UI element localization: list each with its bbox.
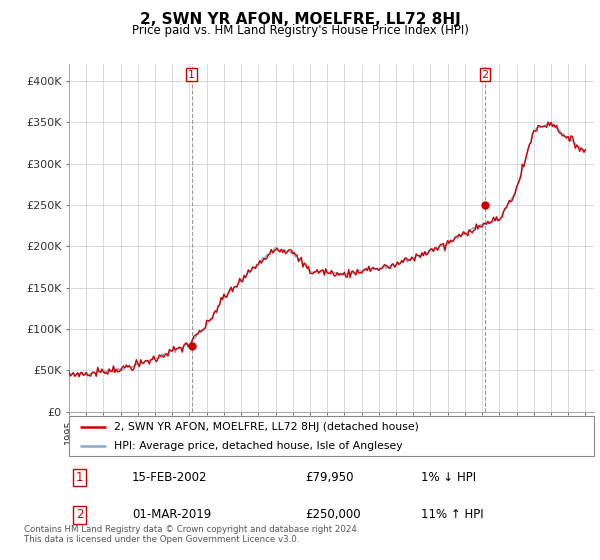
- Text: £250,000: £250,000: [305, 508, 361, 521]
- Text: 01-MAR-2019: 01-MAR-2019: [132, 508, 211, 521]
- Text: 2, SWN YR AFON, MOELFRE, LL72 8HJ: 2, SWN YR AFON, MOELFRE, LL72 8HJ: [140, 12, 460, 27]
- Text: 1: 1: [188, 69, 195, 80]
- Text: HPI: Average price, detached house, Isle of Anglesey: HPI: Average price, detached house, Isle…: [113, 441, 402, 451]
- Text: 11% ↑ HPI: 11% ↑ HPI: [421, 508, 484, 521]
- Text: Contains HM Land Registry data © Crown copyright and database right 2024.
This d: Contains HM Land Registry data © Crown c…: [24, 525, 359, 544]
- Text: 2: 2: [76, 508, 83, 521]
- Text: Price paid vs. HM Land Registry's House Price Index (HPI): Price paid vs. HM Land Registry's House …: [131, 24, 469, 37]
- FancyBboxPatch shape: [69, 416, 594, 456]
- Text: 1% ↓ HPI: 1% ↓ HPI: [421, 471, 476, 484]
- Text: 2: 2: [481, 69, 488, 80]
- Text: 15-FEB-2002: 15-FEB-2002: [132, 471, 208, 484]
- Text: £79,950: £79,950: [305, 471, 354, 484]
- Text: 2, SWN YR AFON, MOELFRE, LL72 8HJ (detached house): 2, SWN YR AFON, MOELFRE, LL72 8HJ (detac…: [113, 422, 419, 432]
- Text: 1: 1: [76, 471, 83, 484]
